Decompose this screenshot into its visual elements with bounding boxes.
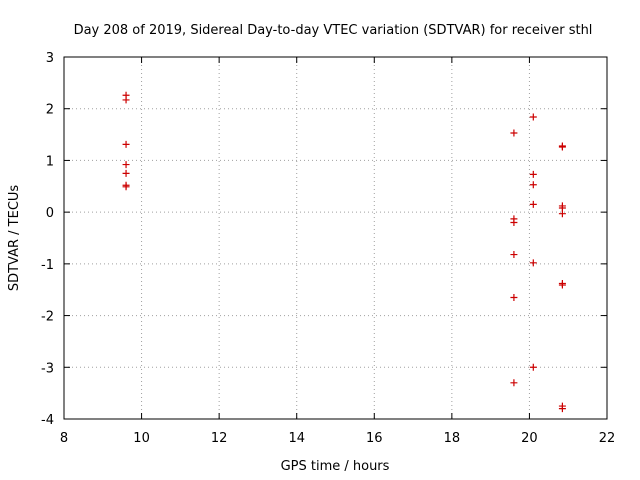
y-tick-label: -4	[41, 413, 54, 428]
y-tick-label: -2	[41, 310, 54, 325]
data-point	[510, 293, 518, 301]
data-point	[529, 113, 537, 121]
y-tick-label: 3	[46, 51, 54, 66]
data-point	[529, 259, 537, 267]
x-tick-label: 8	[60, 431, 68, 446]
x-tick-label: 12	[211, 431, 228, 446]
y-tick-label: -3	[41, 361, 54, 376]
data-point	[122, 183, 130, 191]
data-point	[558, 405, 566, 413]
x-tick-label: 22	[599, 431, 616, 446]
y-tick-label: -1	[41, 258, 54, 273]
data-point	[122, 140, 130, 148]
x-tick-label: 10	[133, 431, 150, 446]
x-tick-label: 18	[444, 431, 461, 446]
x-axis-label: GPS time / hours	[281, 459, 390, 474]
data-point	[558, 143, 566, 151]
data-points	[122, 91, 566, 413]
data-point	[558, 210, 566, 218]
x-tick-label: 14	[288, 431, 305, 446]
data-point	[510, 251, 518, 259]
x-tick-label: 20	[521, 431, 538, 446]
x-tick-label: 16	[366, 431, 383, 446]
data-point	[122, 169, 130, 177]
y-tick-label: 0	[46, 206, 54, 221]
chart-title: Day 208 of 2019, Sidereal Day-to-day VTE…	[74, 23, 593, 38]
data-point	[510, 218, 518, 226]
data-point	[510, 379, 518, 387]
plot-frame	[63, 56, 608, 420]
data-point	[529, 181, 537, 189]
y-axis-label: SDTVAR / TECUs	[7, 185, 22, 292]
data-point	[529, 363, 537, 371]
data-point	[510, 129, 518, 137]
data-point	[529, 200, 537, 208]
data-point	[122, 161, 130, 169]
data-point	[122, 96, 130, 104]
data-point	[558, 281, 566, 289]
data-point	[529, 170, 537, 178]
grid-lines	[64, 57, 607, 419]
y-tick-label: 1	[46, 154, 54, 169]
y-tick-label: 2	[46, 103, 54, 118]
